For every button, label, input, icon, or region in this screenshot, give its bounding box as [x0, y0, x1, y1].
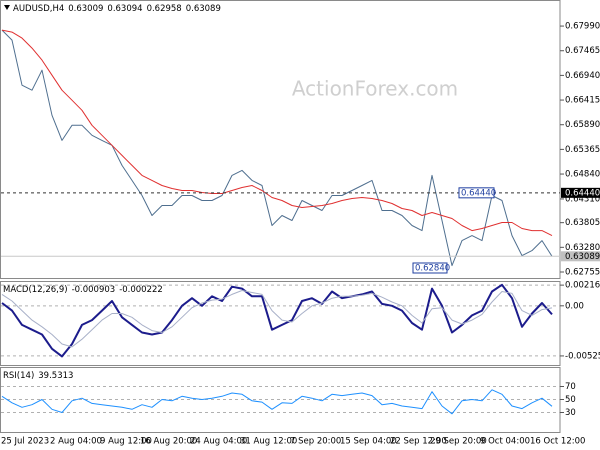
- header-value: 0.63089: [186, 4, 221, 14]
- y-tick-label: 30: [565, 408, 576, 418]
- x-tick-label: 24 Aug 04:00: [190, 437, 247, 447]
- y-tick-label: 0.65890: [565, 120, 600, 130]
- x-tick-label: 22 Sep 12:00: [390, 437, 447, 447]
- price-axis-label: 0.63089: [565, 252, 600, 262]
- low-tag-label: 0.62840: [415, 263, 450, 273]
- x-tick-label: 16 Oct 12:00: [530, 437, 585, 447]
- price-axis-box: [561, 251, 600, 262]
- y-tick-label: 0.67465: [565, 46, 600, 56]
- y-tick-label: 0.64310: [565, 194, 600, 204]
- series-line: [1, 389, 553, 415]
- header-value: 0.62958: [147, 4, 182, 14]
- y-tick-label: 0.65365: [565, 145, 600, 155]
- y-tick-label: 50: [565, 395, 576, 405]
- panel-header: RSI(14) 39.5313: [3, 371, 73, 381]
- y-tick-label: -0.00525: [565, 351, 600, 361]
- x-tick-label: 25 Jul 2023: [1, 437, 49, 447]
- header-value: 0.63009: [68, 4, 103, 14]
- y-tick-label: 0.66940: [565, 71, 600, 81]
- series-line: [1, 283, 553, 358]
- level-tag-box: [458, 187, 495, 199]
- y-tick-label: 0.63805: [565, 218, 600, 228]
- level-tag-label: 0.64440: [461, 188, 496, 198]
- level-axis-box: [561, 187, 600, 198]
- header-value: 0.63094: [107, 4, 142, 14]
- y-tick-label: 0.63280: [565, 243, 600, 253]
- y-tick-label: 0.64840: [565, 170, 600, 180]
- y-tick-label: 0.67990: [565, 22, 600, 32]
- panel-frame: [0, 0, 561, 279]
- x-tick-label: 31 Aug 12:00: [240, 437, 297, 447]
- header-value: RSI(14): [3, 371, 34, 381]
- y-tick-label: 0.002168: [565, 281, 600, 291]
- panel-header: MACD(12,26,9) -0.000903 -0.000222: [3, 285, 163, 295]
- y-tick-label: 0.62755: [565, 267, 600, 277]
- x-tick-label: 9 Aug 12:00: [100, 437, 152, 447]
- header-value: AUDUSD,H4: [13, 4, 64, 14]
- x-tick-label: 9 Oct 04:00: [480, 437, 530, 447]
- header-value: 39.5313: [38, 371, 73, 381]
- panel-frame: [0, 281, 561, 366]
- menu-arrow[interactable]: [4, 5, 10, 10]
- header-value: -0.000222: [119, 285, 163, 295]
- watermark: ActionForex.com: [292, 77, 458, 101]
- level-axis-label: 0.64440: [565, 188, 600, 198]
- header-value: -0.000903: [72, 285, 116, 295]
- x-tick-label: 29 Sep 20:00: [430, 437, 487, 447]
- panel-header: AUDUSD,H4 0.63009 0.63094 0.62958 0.63089: [13, 4, 221, 14]
- series-line: [1, 29, 553, 267]
- header-value: MACD(12,26,9): [3, 285, 68, 295]
- x-tick-label: 15 Sep 04:00: [340, 437, 397, 447]
- low-tag-box: [412, 262, 448, 274]
- y-tick-label: 0.00: [565, 301, 584, 311]
- x-tick-label: 7 Sep 20:00: [290, 437, 341, 447]
- series-line: [1, 29, 553, 237]
- series-line: [1, 290, 553, 348]
- y-tick-label: 70: [565, 382, 576, 392]
- x-tick-label: 16 Aug 20:00: [140, 437, 197, 447]
- y-tick-label: 0.66415: [565, 96, 600, 106]
- x-tick-label: 2 Aug 04:00: [50, 437, 102, 447]
